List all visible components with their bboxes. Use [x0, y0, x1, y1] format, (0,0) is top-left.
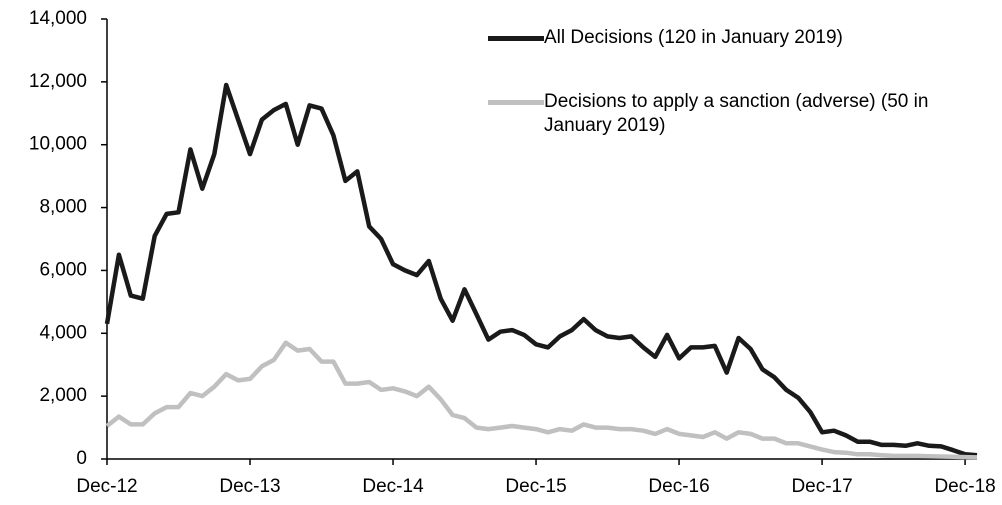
- y-tick-label: 12,000: [29, 71, 87, 92]
- y-tick-label: 8,000: [39, 197, 87, 218]
- x-tick-label: Dec-18: [934, 476, 995, 497]
- legend-label: All Decisions (120 in January 2019): [544, 27, 843, 48]
- y-tick-label: 10,000: [29, 134, 87, 155]
- y-tick-label: 14,000: [29, 8, 87, 29]
- x-tick-label: Dec-15: [505, 476, 566, 497]
- legend-label: Decisions to apply a sanction (adverse) …: [544, 91, 929, 136]
- x-tick-label: Dec-17: [791, 476, 852, 497]
- x-tick-label: Dec-16: [648, 476, 709, 497]
- x-tick-label: Dec-12: [76, 476, 137, 497]
- y-tick-label: 0: [76, 448, 87, 469]
- y-tick-label: 6,000: [39, 259, 87, 280]
- legend-item: Decisions to apply a sanction (adverse) …: [488, 90, 964, 138]
- line-series: [105, 340, 978, 460]
- x-tick-label: Dec-13: [219, 476, 280, 497]
- line-series: [104, 82, 978, 458]
- y-tick-label: 4,000: [39, 322, 87, 343]
- legend-item: All Decisions (120 in January 2019): [488, 26, 964, 50]
- legend-swatch: [488, 100, 544, 105]
- legend-swatch: [488, 36, 544, 41]
- x-tick-label: Dec-14: [362, 476, 424, 497]
- y-tick-label: 2,000: [39, 385, 87, 406]
